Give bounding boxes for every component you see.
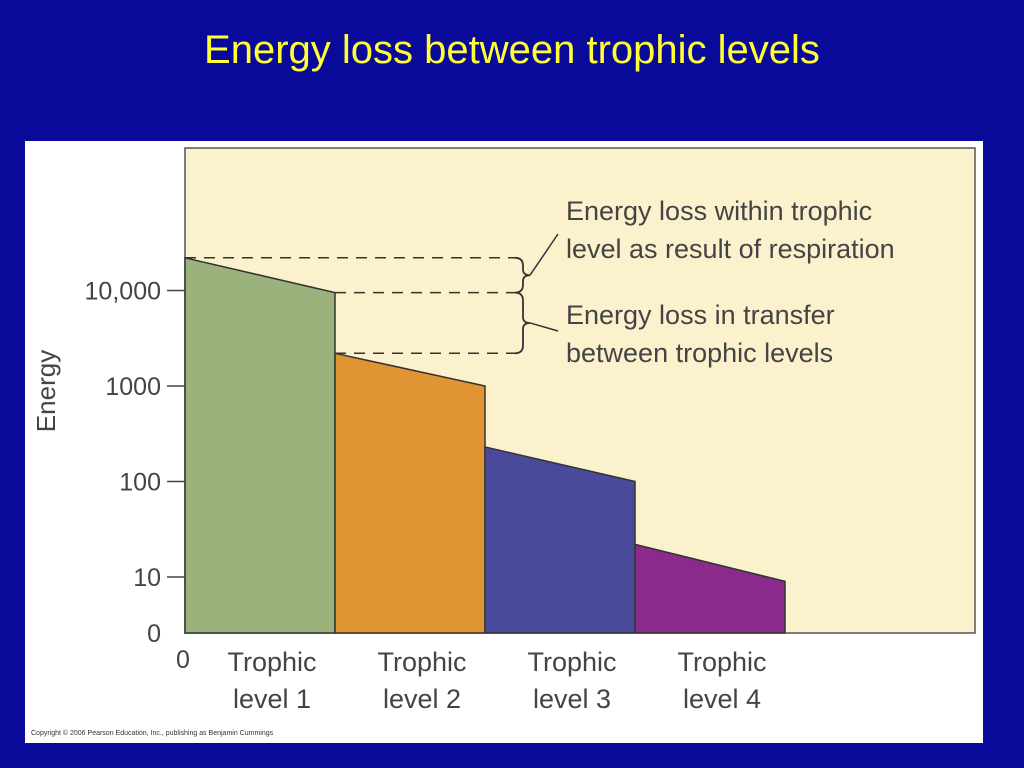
y-tick-label: 10 bbox=[133, 564, 161, 592]
category-label-line2: level 1 bbox=[233, 684, 311, 714]
category-label-line1: Trophic bbox=[677, 647, 766, 677]
leader-line-respiration bbox=[529, 233, 559, 276]
trophic-level-2-area bbox=[334, 352, 486, 634]
y-tick-label: 100 bbox=[119, 469, 161, 497]
y-tick-label: 0 bbox=[147, 620, 161, 648]
category-label-line2: level 4 bbox=[683, 684, 761, 714]
x-origin-label: 0 bbox=[176, 646, 190, 674]
category-label-line2: level 3 bbox=[533, 684, 611, 714]
category-label-line1: Trophic bbox=[227, 647, 316, 677]
annotation-transfer-line1: Energy loss in transfer bbox=[566, 300, 835, 330]
y-tick-label: 10,000 bbox=[85, 278, 161, 306]
annotation-transfer-line2: between trophic levels bbox=[566, 338, 833, 368]
copyright-notice: Copyright © 2006 Pearson Education, Inc.… bbox=[31, 730, 274, 737]
category-label-line1: Trophic bbox=[527, 647, 616, 677]
brace-transfer bbox=[514, 291, 531, 355]
category-label-line2: level 2 bbox=[383, 684, 461, 714]
leader-line-transfer bbox=[529, 322, 559, 332]
y-axis-title: Energy bbox=[31, 350, 61, 432]
figure-panel: 10,000 1000 100 10 0 Energy 0 Trophic level 1 Tro… bbox=[25, 141, 983, 743]
slide-title: Energy loss between trophic levels bbox=[204, 28, 820, 72]
trophic-level-1-area bbox=[184, 256, 336, 634]
annotation-respiration-line1: Energy loss within trophic bbox=[566, 196, 872, 226]
category-label-line1: Trophic bbox=[377, 647, 466, 677]
y-tick-label: 1000 bbox=[105, 373, 161, 401]
trophic-level-4-area bbox=[634, 543, 786, 634]
annotation-respiration-line2: level as result of respiration bbox=[566, 234, 895, 264]
